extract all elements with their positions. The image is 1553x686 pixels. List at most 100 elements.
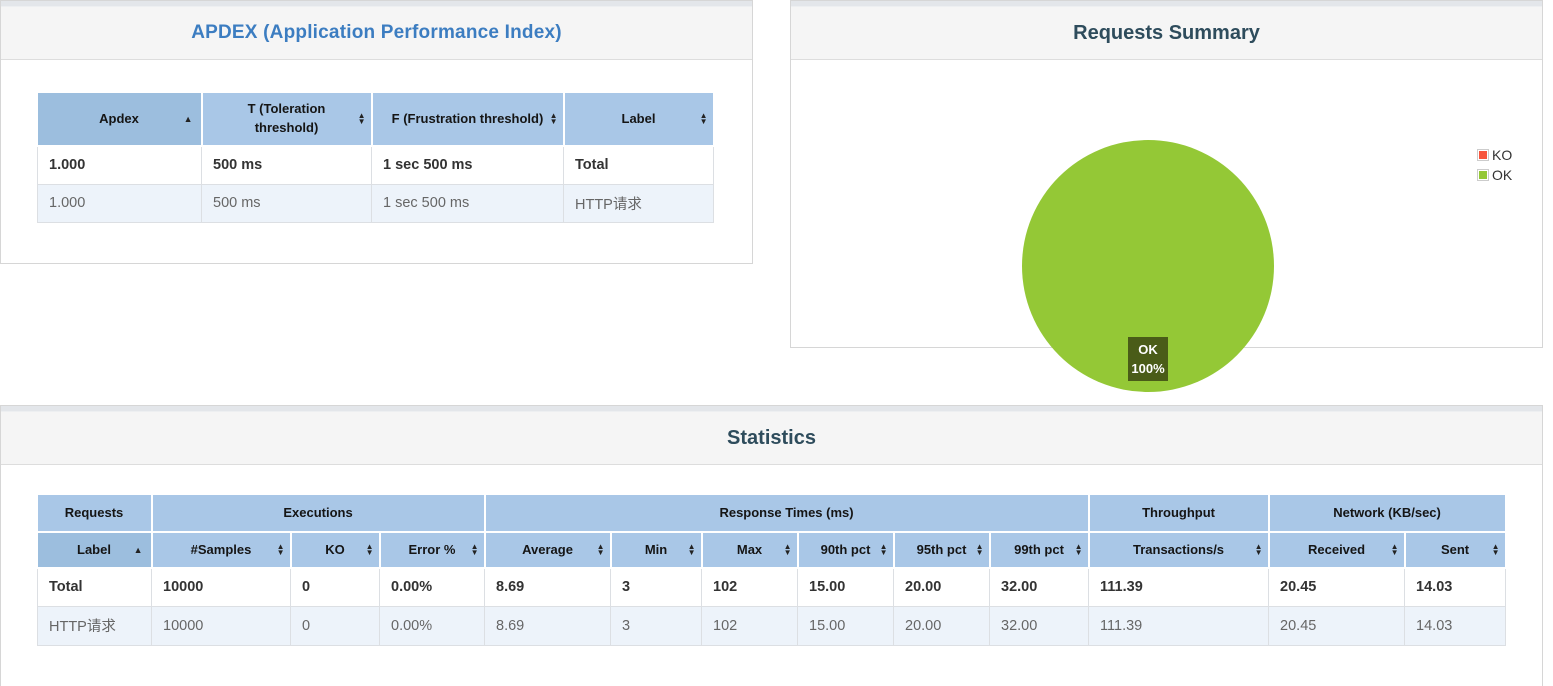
cell: 102: [701, 567, 799, 607]
apdex-panel-title: APDEX (Application Performance Index): [191, 22, 562, 43]
column-header-ko[interactable]: KO ▲ ▼: [290, 532, 381, 569]
column-header-average[interactable]: Average ▲ ▼: [484, 532, 612, 569]
sort-both-icon: ▲ ▼: [783, 542, 792, 557]
sort-both-icon: ▲ ▼: [1491, 542, 1500, 557]
sort-both-icon: ▲ ▼: [549, 111, 558, 126]
card-top-strip: [791, 1, 1542, 7]
cell: 500 ms: [201, 183, 372, 223]
sort-both-icon: ▲ ▼: [357, 111, 366, 126]
requests-summary-panel: Requests Summary OK 100% KO OK: [790, 0, 1543, 392]
column-header-90th[interactable]: 90th pct ▲ ▼: [797, 532, 895, 569]
sort-both-icon: ▲ ▼: [879, 542, 888, 557]
cell: 15.00: [797, 605, 895, 646]
pie-data-label: OK 100%: [1128, 337, 1168, 381]
group-header-row: Requests Executions Response Times (ms) …: [37, 495, 1507, 533]
table-row: HTTP请求 10000 0 0.00% 8.69 3 102 15.00 20…: [37, 605, 1507, 646]
statistics-header: Statistics: [1, 412, 1542, 465]
statistics-title: Statistics: [727, 426, 816, 449]
cell: Total: [37, 567, 152, 607]
apdex-header-row: Apdex ▲ T (Toleration threshold) ▲ ▼ F (F…: [37, 93, 715, 147]
apdex-table: Apdex ▲ T (Toleration threshold) ▲ ▼ F (F…: [37, 93, 715, 223]
cell: HTTP请求: [37, 605, 152, 646]
sort-both-icon: ▲ ▼: [687, 542, 696, 557]
cell: 3: [610, 567, 703, 607]
cell: 32.00: [989, 605, 1090, 646]
column-header-sent[interactable]: Sent ▲ ▼: [1404, 532, 1507, 569]
cell: 1.000: [37, 183, 202, 223]
cell: 0.00%: [378, 605, 486, 646]
column-header-samples[interactable]: #Samples ▲ ▼: [151, 532, 292, 569]
column-header-label[interactable]: Label ▲ ▼: [563, 93, 715, 147]
sort-both-icon: ▲ ▼: [470, 542, 479, 557]
column-header-transactions[interactable]: Transactions/s ▲ ▼: [1088, 532, 1270, 569]
cell: HTTP请求: [563, 183, 714, 223]
column-header-frustration[interactable]: F (Frustration threshold) ▲ ▼: [371, 93, 565, 147]
cell: 0: [290, 567, 380, 607]
legend-item-ko: KO: [1477, 146, 1512, 163]
column-header-apdex[interactable]: Apdex ▲: [37, 93, 203, 147]
column-header-99th[interactable]: 99th pct ▲ ▼: [989, 532, 1090, 569]
requests-summary-header: Requests Summary: [791, 7, 1542, 60]
apdex-panel-header: APDEX (Application Performance Index): [1, 7, 752, 60]
sort-both-icon: ▲ ▼: [1074, 542, 1083, 557]
sort-both-icon: ▲ ▼: [975, 542, 984, 557]
group-header-requests: Requests: [37, 495, 153, 533]
cell: 20.00: [893, 605, 991, 646]
cell: 1 sec 500 ms: [371, 183, 564, 223]
cell: 0: [290, 605, 380, 646]
cell: 102: [701, 605, 799, 646]
cell: 20.45: [1268, 567, 1406, 607]
cell: 1.000: [37, 145, 202, 185]
legend-item-ok: OK: [1477, 166, 1512, 183]
sort-both-icon: ▲ ▼: [365, 542, 374, 557]
legend-label: KO: [1492, 146, 1513, 163]
statistics-body: Requests Executions Response Times (ms) …: [1, 495, 1542, 646]
cell: 10000: [151, 605, 291, 646]
cell: 500 ms: [201, 145, 372, 185]
apdex-panel-body: Apdex ▲ T (Toleration threshold) ▲ ▼ F (F…: [1, 93, 752, 223]
cell: 3: [610, 605, 703, 646]
column-header-max[interactable]: Max ▲ ▼: [701, 532, 799, 569]
column-header-row: Label ▲ #Samples ▲ ▼ KO ▲ ▼ Error %: [37, 532, 1507, 569]
column-header-95th[interactable]: 95th pct ▲ ▼: [893, 532, 991, 569]
statistics-table: Requests Executions Response Times (ms) …: [37, 495, 1507, 646]
ok-color-swatch-icon: [1477, 168, 1489, 181]
cell: 111.39: [1088, 605, 1270, 646]
ko-color-swatch-icon: [1477, 148, 1489, 161]
cell: 20.45: [1268, 605, 1406, 646]
requests-summary-title: Requests Summary: [1073, 21, 1260, 44]
group-header-response-times: Response Times (ms): [484, 495, 1090, 533]
cell: 0.00%: [378, 567, 486, 607]
column-header-received[interactable]: Received ▲ ▼: [1268, 532, 1406, 569]
sort-both-icon: ▲ ▼: [1390, 542, 1399, 557]
sort-both-icon: ▲ ▼: [276, 542, 285, 557]
card-top-strip: [1, 1, 752, 7]
column-header-label[interactable]: Label ▲: [37, 532, 153, 569]
cell: 32.00: [989, 567, 1090, 607]
cell: 20.00: [893, 567, 991, 607]
group-header-executions: Executions: [151, 495, 486, 533]
group-header-throughput: Throughput: [1088, 495, 1270, 533]
sort-both-icon: ▲ ▼: [699, 111, 708, 126]
cell: 15.00: [797, 567, 895, 607]
column-header-toleration[interactable]: T (Toleration threshold) ▲ ▼: [201, 93, 373, 147]
chart-legend: KO OK: [1477, 146, 1512, 186]
cell: 111.39: [1088, 567, 1270, 607]
table-row: 1.000 500 ms 1 sec 500 ms HTTP请求: [37, 183, 714, 223]
column-header-min[interactable]: Min ▲ ▼: [610, 532, 703, 569]
card-top-strip: [1, 406, 1542, 412]
cell: 1 sec 500 ms: [371, 145, 564, 185]
sort-asc-icon: ▲: [183, 114, 193, 124]
column-header-error[interactable]: Error % ▲ ▼: [379, 532, 486, 569]
cell: 8.69: [484, 567, 612, 607]
group-header-network: Network (KB/sec): [1268, 495, 1507, 533]
cell: 14.03: [1404, 567, 1507, 607]
cell: 14.03: [1404, 605, 1507, 646]
table-row: Total 10000 0 0.00% 8.69 3 102 15.00 20.…: [37, 567, 1507, 607]
table-row: 1.000 500 ms 1 sec 500 ms Total: [37, 145, 714, 185]
cell: 10000: [151, 567, 291, 607]
sort-asc-icon: ▲: [133, 545, 143, 555]
sort-both-icon: ▲ ▼: [596, 542, 605, 557]
cell: Total: [563, 145, 714, 185]
